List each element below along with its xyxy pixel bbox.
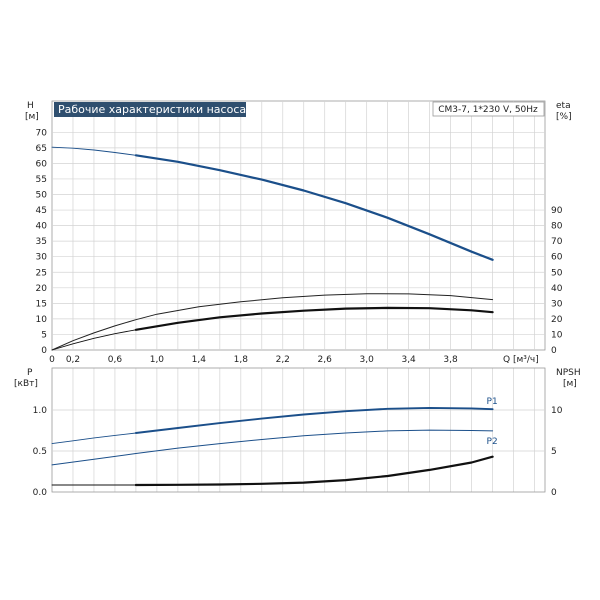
x-tick: 1,0 [150,355,165,365]
series-eta-extension [51,329,137,351]
y-right-tick: 50 [551,268,563,278]
y-left-tick: 65 [36,144,47,154]
y-left-label: H [27,101,34,111]
x-tick: 3,4 [401,355,416,365]
x-tick: 3,8 [443,355,458,365]
y-left-tick: 5 [41,330,47,340]
p-tick: 0.5 [33,447,47,457]
y-left-tick: 10 [36,315,48,325]
y-left-tick: 70 [36,128,48,138]
x-tick: 1,8 [234,355,249,365]
x-axis-label: Q [м³/ч] [503,355,539,365]
series-npsh-line [134,455,494,487]
y-right-tick: 30 [551,299,563,309]
series-eta_total-line [51,293,494,351]
y-right-tick: 20 [551,315,563,325]
p-tick: 0.0 [33,488,48,498]
npsh-tick: 10 [551,406,563,416]
series-eta-line [134,306,494,331]
x-tick: 0,2 [66,355,80,365]
y-right-tick: 70 [551,237,563,247]
y-right-tick: 40 [551,284,563,294]
npsh-axis-unit: [м] [563,379,577,389]
y-left-tick: 60 [36,159,48,169]
y-left-tick: 45 [36,206,47,216]
npsh-tick: 5 [551,447,557,457]
y-right-tick: 0 [551,346,557,356]
x-tick: 0,6 [108,355,123,365]
y-left-tick: 40 [36,222,48,232]
p-axis-unit: [кВт] [14,379,38,389]
y-right-tick: 60 [551,253,563,263]
y-left-tick: 0 [41,346,47,356]
y-left-tick: 20 [36,284,48,294]
bottom-plot-frame [51,367,546,493]
npsh-tick: 0 [551,488,557,498]
x-tick: 2,2 [276,355,290,365]
y-left-tick: 35 [36,237,47,247]
series-p1-line [134,406,494,434]
model-label: CM3-7, 1*230 V, 50Hz [438,105,538,115]
y-right-tick: 80 [551,222,563,232]
x-tick: 3,0 [360,355,375,365]
series-head-line [134,154,494,261]
npsh-axis-label: NPSH [556,368,581,378]
x-tick: 2,6 [318,355,333,365]
y-left-tick: 25 [36,268,47,278]
y-left-tick: 30 [36,253,48,263]
y-right-tick: 90 [551,206,563,216]
p-axis-label: P [27,368,33,378]
y-right-tick: 10 [551,330,563,340]
y-left-tick: 15 [36,299,47,309]
series-p2-line [51,429,494,466]
chart-title: Рабочие характеристики насоса [58,103,246,116]
title-box [54,102,246,117]
p-tick: 1.0 [33,406,48,416]
series-p1-extension [51,432,137,445]
legend-p1: P1 [487,397,498,407]
legend-p2: P2 [487,437,498,447]
y-right-label: eta [556,101,571,111]
model-box [432,101,545,117]
y-left-tick: 55 [36,175,47,185]
y-left-tick: 50 [36,191,48,201]
y-right-unit: [%] [556,112,572,122]
x-tick: 1,4 [192,355,207,365]
y-left-unit: [м] [25,112,39,122]
x-tick: 0 [49,355,55,365]
series-head-extension [51,146,137,156]
